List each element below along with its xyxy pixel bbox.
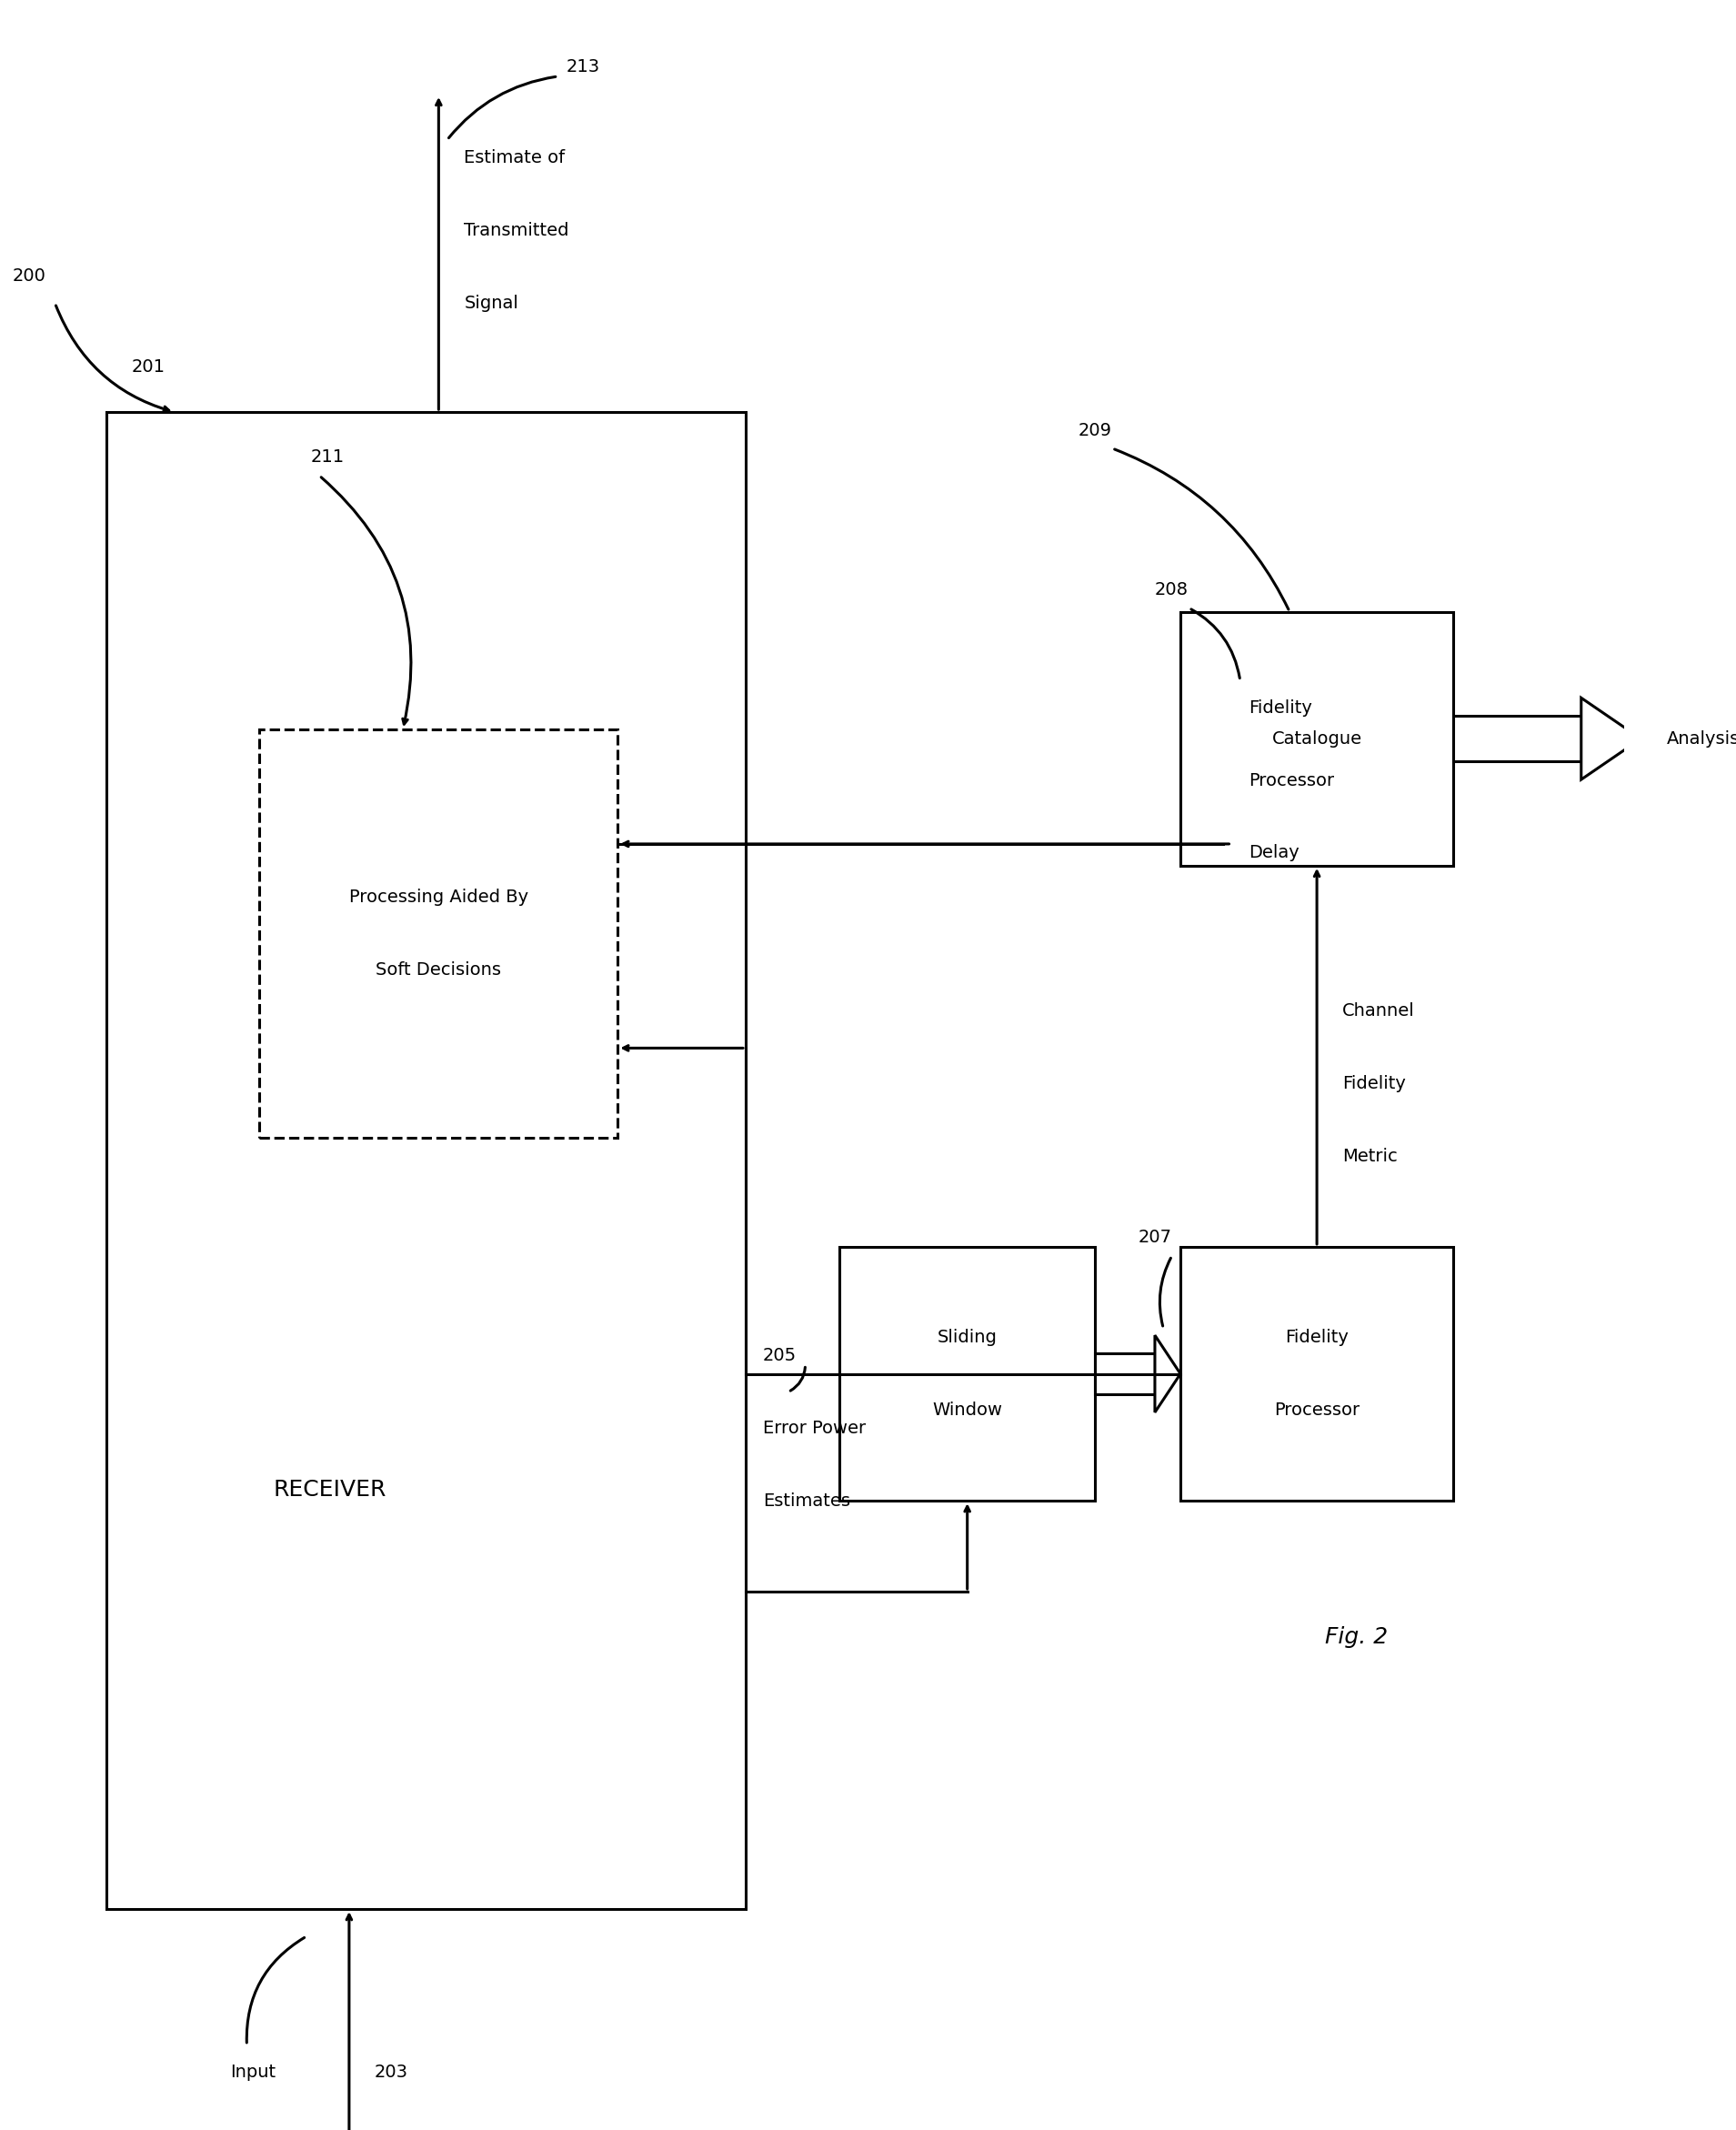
Text: Catalogue: Catalogue — [1272, 731, 1363, 748]
Text: Estimates: Estimates — [762, 1493, 851, 1510]
Text: Signal: Signal — [464, 294, 519, 311]
Text: Channel: Channel — [1342, 1003, 1415, 1020]
Polygon shape — [1581, 699, 1641, 780]
Bar — [260, 731, 618, 1137]
Text: Soft Decisions: Soft Decisions — [377, 961, 502, 978]
Text: Processor: Processor — [1248, 771, 1335, 788]
Text: 213: 213 — [566, 60, 601, 77]
Text: Window: Window — [932, 1402, 1002, 1419]
Bar — [1180, 1246, 1453, 1502]
Text: Delay: Delay — [1248, 843, 1299, 863]
Text: 201: 201 — [132, 358, 165, 375]
Text: Estimate of: Estimate of — [464, 149, 566, 166]
Text: Input: Input — [229, 2064, 276, 2081]
Text: 200: 200 — [12, 268, 45, 285]
Text: 203: 203 — [375, 2064, 408, 2081]
Text: Processing Aided By: Processing Aided By — [349, 888, 528, 905]
Text: Transmitted: Transmitted — [464, 222, 569, 239]
Text: Analysis: Analysis — [1667, 731, 1736, 748]
Text: Fidelity: Fidelity — [1342, 1076, 1406, 1093]
Text: 205: 205 — [762, 1346, 797, 1365]
Bar — [1095, 1353, 1154, 1395]
Text: Fig. 2: Fig. 2 — [1325, 1625, 1389, 1649]
Bar — [1180, 611, 1453, 865]
Text: 208: 208 — [1154, 581, 1189, 599]
Text: Sliding: Sliding — [937, 1329, 996, 1346]
Polygon shape — [1154, 1336, 1180, 1412]
Text: Metric: Metric — [1342, 1148, 1397, 1165]
Bar — [840, 1246, 1095, 1502]
Bar — [106, 411, 745, 1908]
Text: Fidelity: Fidelity — [1285, 1329, 1349, 1346]
Text: 209: 209 — [1078, 422, 1111, 439]
Text: RECEIVER: RECEIVER — [273, 1478, 387, 1502]
Text: 207: 207 — [1137, 1229, 1172, 1246]
Text: 211: 211 — [311, 449, 344, 466]
Text: Fidelity: Fidelity — [1248, 699, 1312, 716]
Bar — [1453, 716, 1581, 760]
Text: Processor: Processor — [1274, 1402, 1359, 1419]
Text: Error Power: Error Power — [762, 1419, 866, 1438]
